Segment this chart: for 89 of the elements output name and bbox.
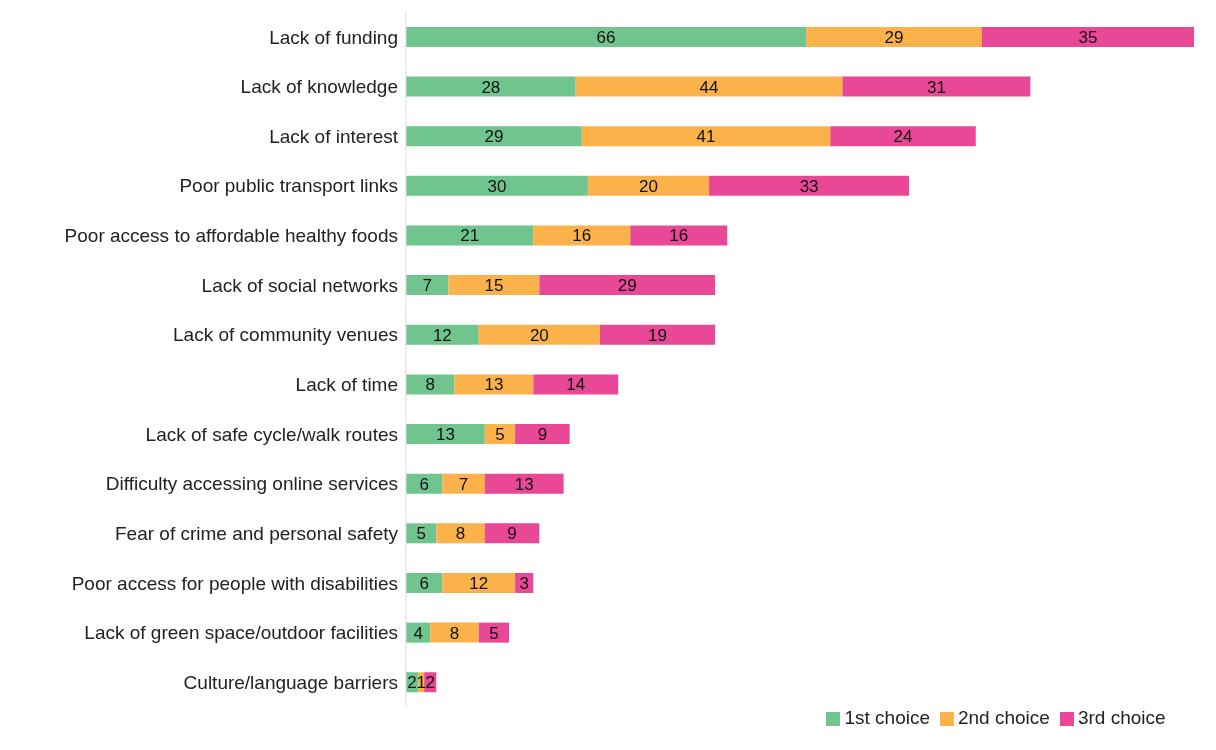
data-label: 66 bbox=[596, 27, 616, 47]
data-label: 44 bbox=[699, 77, 719, 97]
data-label: 41 bbox=[696, 127, 716, 147]
data-label: 13 bbox=[435, 425, 455, 445]
data-label: 9 bbox=[537, 425, 548, 445]
data-label: 13 bbox=[484, 375, 504, 395]
data-label: 14 bbox=[566, 375, 586, 395]
data-label: 8 bbox=[425, 375, 435, 395]
data-label: 35 bbox=[1078, 27, 1098, 47]
bar bbox=[709, 175, 910, 196]
bar bbox=[630, 225, 728, 246]
bar bbox=[448, 275, 540, 296]
bar bbox=[436, 523, 485, 544]
data-label: 5 bbox=[416, 524, 426, 544]
bar bbox=[581, 126, 831, 147]
data-label: 20 bbox=[529, 325, 549, 345]
bar bbox=[454, 374, 534, 395]
data-label: 29 bbox=[617, 276, 637, 296]
data-label: 2 bbox=[425, 673, 435, 693]
data-label: 2 bbox=[407, 673, 417, 693]
bar bbox=[533, 225, 631, 246]
y-tick-label: Poor public transport links bbox=[179, 175, 398, 197]
y-tick-label: Fear of crime and personal safety bbox=[114, 522, 399, 544]
y-tick-label: Poor access to affordable healthy foods bbox=[64, 225, 398, 247]
data-label: 12 bbox=[432, 325, 452, 345]
bar bbox=[533, 374, 619, 395]
bar bbox=[806, 26, 982, 47]
data-label: 3 bbox=[519, 574, 529, 593]
data-label: 29 bbox=[884, 27, 904, 47]
y-tick-label: Lack of safe cycle/walk routes bbox=[145, 423, 398, 445]
y-tick-label: Lack of community venues bbox=[173, 324, 398, 346]
bar bbox=[406, 126, 582, 147]
bar bbox=[830, 126, 976, 147]
bar bbox=[842, 76, 1031, 97]
data-label: 28 bbox=[481, 77, 501, 97]
bar bbox=[430, 622, 479, 643]
data-label: 7 bbox=[458, 474, 469, 494]
legend-label: 1st choice bbox=[844, 707, 930, 728]
bar bbox=[406, 324, 479, 345]
bar bbox=[442, 473, 485, 494]
data-label: 31 bbox=[926, 77, 946, 97]
data-label: 24 bbox=[893, 127, 913, 147]
bar bbox=[575, 76, 843, 97]
data-label: 12 bbox=[469, 574, 489, 593]
data-label: 5 bbox=[495, 425, 505, 445]
bar bbox=[599, 324, 716, 345]
bar bbox=[981, 26, 1194, 47]
data-label: 20 bbox=[639, 176, 658, 196]
y-tick-label: Lack of time bbox=[295, 374, 398, 396]
data-label: 21 bbox=[460, 226, 480, 246]
data-label: 9 bbox=[507, 524, 517, 544]
legend-label: 3rd choice bbox=[1077, 707, 1166, 728]
data-label: 8 bbox=[449, 623, 460, 643]
data-label: 33 bbox=[799, 176, 819, 196]
data-label: 8 bbox=[455, 524, 466, 544]
bar bbox=[539, 275, 716, 296]
bar bbox=[515, 424, 570, 445]
bar bbox=[484, 523, 540, 544]
bar bbox=[406, 225, 534, 246]
legend-label: 2nd choice bbox=[957, 707, 1050, 728]
bar bbox=[406, 26, 807, 47]
bar bbox=[587, 175, 710, 196]
data-label: 15 bbox=[484, 276, 504, 296]
bar bbox=[406, 275, 449, 296]
data-label: 30 bbox=[487, 176, 507, 196]
bar bbox=[406, 76, 576, 97]
data-label: 29 bbox=[484, 127, 504, 147]
bar bbox=[406, 175, 588, 196]
data-label: 4 bbox=[413, 623, 423, 643]
y-tick-label: Lack of knowledge bbox=[240, 76, 398, 98]
data-label: 19 bbox=[648, 325, 668, 345]
data-label: 16 bbox=[572, 226, 592, 246]
data-label: 6 bbox=[419, 474, 429, 494]
data-label: 7 bbox=[422, 276, 432, 296]
y-tick-label: Poor access for people with disabilities bbox=[71, 572, 398, 594]
data-label: 6 bbox=[419, 574, 429, 593]
data-label: 13 bbox=[514, 474, 534, 494]
bar bbox=[478, 324, 600, 345]
y-tick-label: Lack of green space/outdoor facilities bbox=[84, 622, 398, 644]
y-tick-label: Lack of interest bbox=[269, 125, 399, 147]
data-label: 16 bbox=[669, 226, 689, 246]
y-tick-label: Lack of social networks bbox=[201, 274, 398, 296]
y-tick-label: Culture/language barriers bbox=[183, 671, 398, 693]
data-label: 5 bbox=[489, 623, 499, 643]
bar bbox=[442, 572, 516, 593]
y-tick-label: Lack of funding bbox=[269, 26, 398, 48]
y-tick-label: Difficulty accessing online services bbox=[105, 473, 398, 495]
bar bbox=[484, 473, 564, 494]
bar bbox=[406, 424, 485, 445]
